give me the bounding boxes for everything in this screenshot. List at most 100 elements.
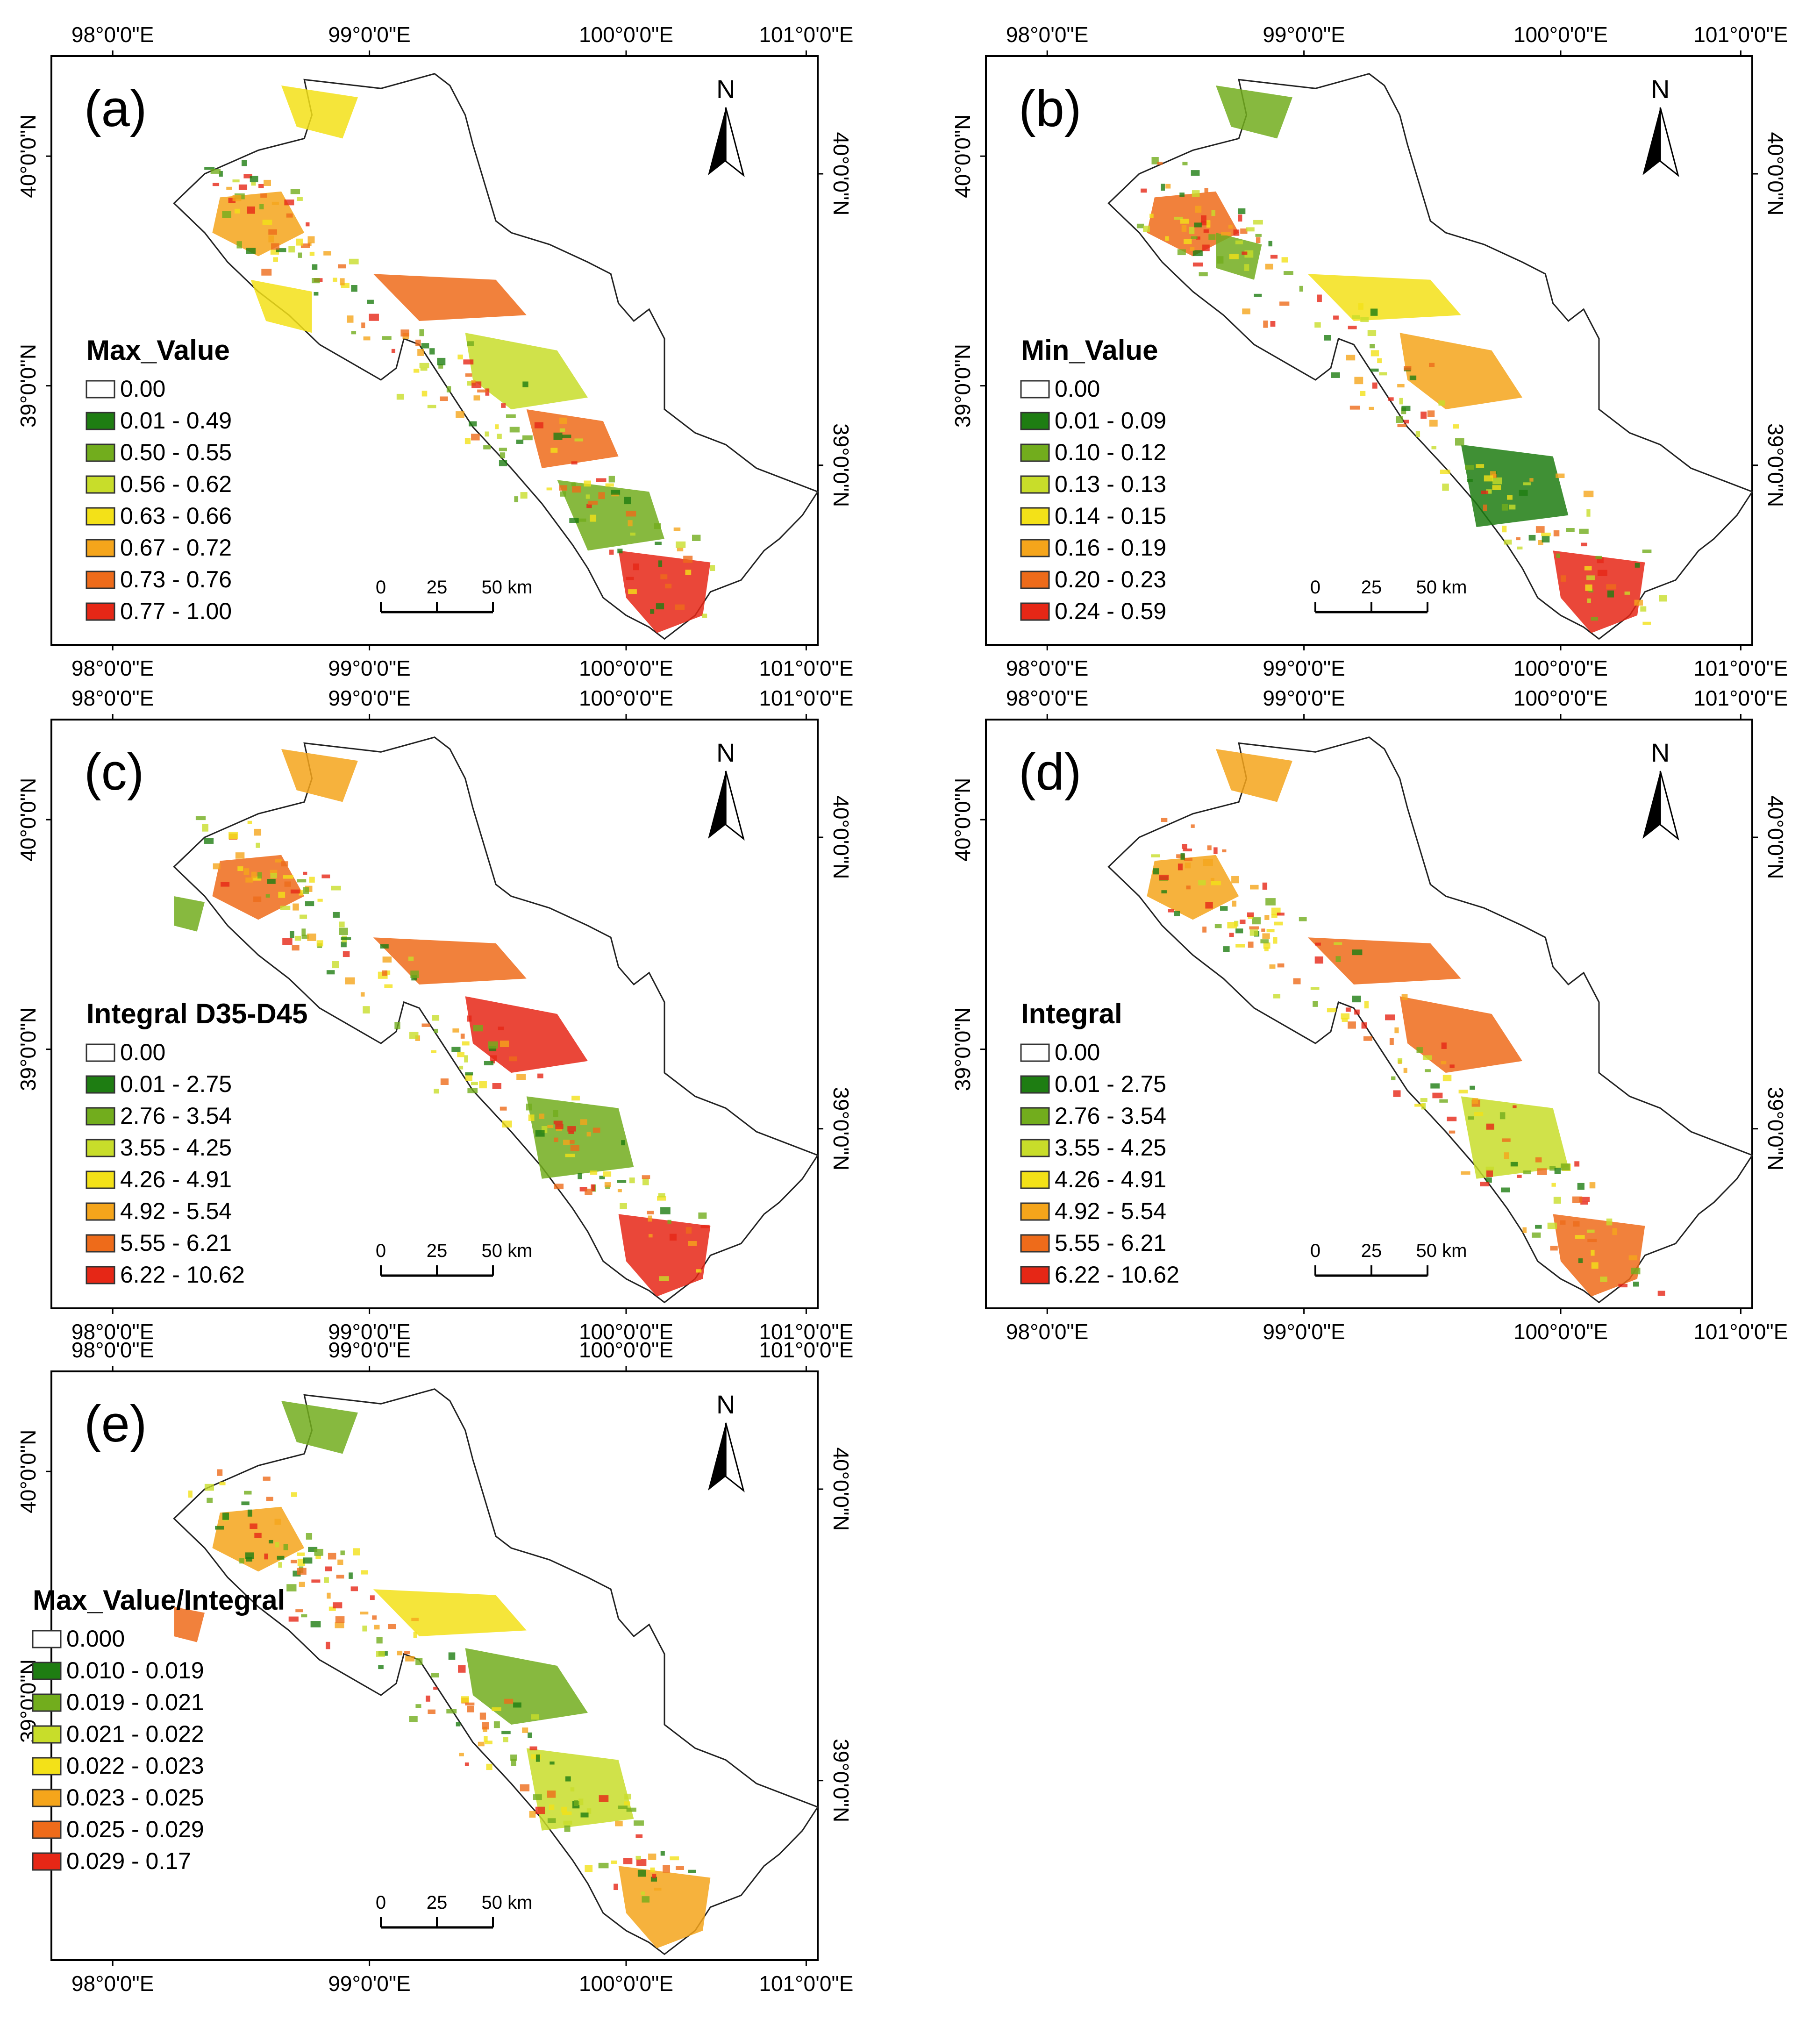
classified-patches	[174, 1401, 711, 1948]
raster-pixel	[1467, 479, 1473, 482]
raster-pixel	[254, 828, 262, 836]
raster-pixel	[1447, 1116, 1457, 1121]
raster-pixel	[492, 1707, 501, 1712]
raster-pixel	[382, 956, 392, 963]
raster-pixel	[215, 1526, 224, 1530]
raster-pixel	[1513, 1105, 1517, 1108]
raster-pixel	[247, 206, 255, 214]
raster-pixel	[1404, 366, 1412, 371]
scale-label: 25	[1361, 1241, 1382, 1261]
raster-pixel	[547, 1818, 556, 1823]
raster-pixel	[473, 395, 480, 401]
lon-tick-label-top: 100°0'0"E	[579, 1338, 673, 1362]
scale-bar: 0 25 50 km	[1310, 577, 1467, 614]
raster-pixel	[343, 951, 350, 957]
legend-item-label: 0.00	[120, 376, 165, 402]
raster-pixel	[1274, 921, 1283, 926]
raster-pixel	[1248, 915, 1253, 919]
raster-patch	[526, 409, 619, 468]
raster-pixel	[592, 1127, 600, 1133]
raster-pixel	[1213, 847, 1218, 854]
raster-pixel	[571, 483, 576, 486]
raster-pixel	[262, 220, 272, 225]
legend-item-label: 5.55 - 6.21	[120, 1230, 232, 1256]
raster-pixel	[331, 885, 341, 891]
raster-pixel	[347, 315, 354, 323]
raster-pixel	[663, 1865, 670, 1873]
raster-pixel	[652, 1874, 657, 1878]
raster-pixel	[636, 1859, 647, 1866]
raster-pixel	[277, 1555, 285, 1560]
raster-pixel	[284, 881, 291, 887]
raster-patch	[212, 1506, 305, 1572]
legend-swatch	[1020, 380, 1050, 399]
legend-item-label: 4.92 - 5.54	[1055, 1198, 1166, 1224]
lon-tick-label-top: 98°0'0"E	[71, 1338, 154, 1362]
raster-pixel	[270, 873, 278, 879]
raster-pixel	[1299, 285, 1303, 292]
raster-pixel	[484, 1736, 488, 1742]
raster-pixel	[585, 1865, 593, 1872]
raster-pixel	[419, 329, 424, 336]
raster-pixel	[1542, 535, 1550, 542]
north-arrow-left-half	[708, 771, 726, 839]
raster-pixel	[280, 906, 291, 910]
legend-swatch	[32, 1630, 62, 1648]
raster-pixel	[500, 1041, 509, 1048]
raster-pixel	[1523, 482, 1531, 485]
raster-pixel	[1153, 868, 1159, 875]
raster-pixel	[382, 970, 388, 976]
raster-pixel	[585, 494, 590, 499]
raster-pixel	[628, 520, 633, 527]
raster-pixel	[1606, 1218, 1613, 1226]
raster-pixel	[1642, 621, 1651, 625]
raster-pixel	[1284, 271, 1293, 275]
raster-pixel	[1577, 1183, 1584, 1190]
raster-pixel	[648, 1853, 657, 1860]
raster-pixel	[210, 169, 221, 174]
raster-pixel	[1168, 909, 1174, 913]
raster-pixel	[213, 863, 221, 870]
north-arrow-right-half	[725, 1422, 745, 1492]
lat-tick-label-left: 40°0'0"N	[16, 114, 40, 198]
raster-pixel	[1202, 244, 1210, 251]
lat-tick-label-right: 39°0'0"N	[1763, 1087, 1788, 1170]
raster-pixel	[202, 824, 208, 832]
raster-pixel	[297, 879, 307, 883]
raster-pixel	[1191, 824, 1195, 828]
raster-pixel	[648, 1215, 652, 1222]
legend-item-label: 0.00	[1055, 1039, 1100, 1065]
raster-pixel	[550, 448, 558, 453]
raster-pixel	[1229, 933, 1234, 937]
raster-pixel	[1207, 845, 1212, 850]
raster-pixel	[226, 186, 232, 190]
raster-pixel	[485, 431, 490, 437]
raster-pixel	[428, 1709, 435, 1714]
raster-pixel	[321, 874, 330, 878]
raster-pixel	[1186, 885, 1191, 890]
raster-pixel	[642, 1175, 650, 1179]
raster-pixel	[554, 1184, 564, 1190]
raster-pixel	[667, 1220, 671, 1224]
raster-pixel	[1547, 1222, 1557, 1229]
legend-item-label: 0.010 - 0.019	[66, 1657, 204, 1684]
raster-pixel	[307, 933, 316, 941]
raster-pixel	[461, 1696, 470, 1703]
raster-pixel	[1581, 542, 1587, 547]
raster-pixel	[232, 195, 242, 201]
lon-tick-label-bottom: 100°0'0"E	[579, 1971, 673, 1996]
raster-pixel	[1277, 913, 1285, 916]
raster-pixel	[1541, 532, 1551, 536]
raster-pixel	[1370, 308, 1378, 316]
raster-pixel	[617, 1189, 622, 1192]
raster-pixel	[547, 1791, 556, 1798]
raster-pixel	[1535, 1225, 1542, 1229]
raster-pixel	[323, 251, 331, 256]
raster-pixel	[467, 1705, 474, 1712]
lon-tick-label-top: 100°0'0"E	[1513, 22, 1608, 47]
raster-pixel	[626, 1807, 636, 1812]
raster-pixel	[501, 403, 506, 408]
legend-item-label: 0.16 - 0.19	[1055, 535, 1166, 561]
raster-pixel	[1313, 1001, 1318, 1007]
raster-pixel	[485, 1741, 492, 1745]
